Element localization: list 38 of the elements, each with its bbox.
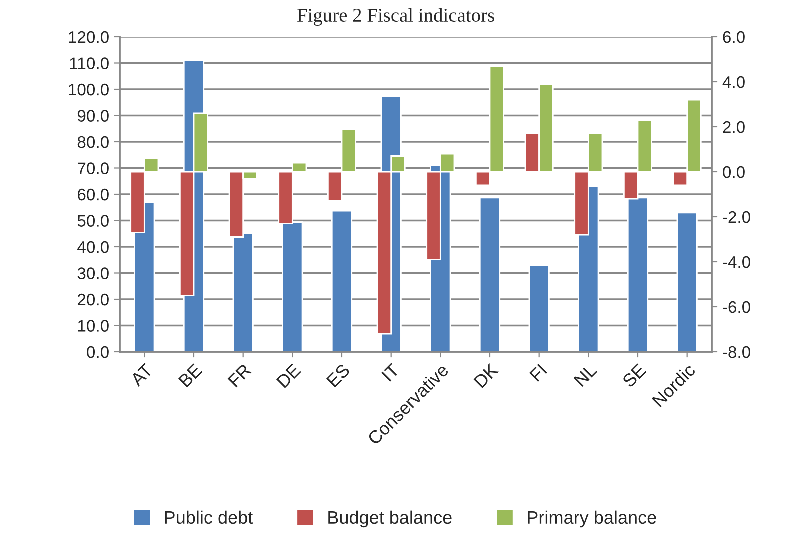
y2-tick-label: 2.0 [723,121,745,134]
x-tick-label: FR [228,363,252,388]
y-tick-label: 0.0 [87,346,109,358]
legend-label: Primary balance [528,510,656,528]
y-tick-label: 10.0 [78,320,109,332]
x-tick-label: ES [326,363,351,388]
y-tick-label: 40.0 [78,241,109,254]
y-tick-label: 120.0 [69,31,109,44]
y2-tick-label: -8.0 [723,346,750,358]
y2-tick-label: 0.0 [723,166,745,178]
x-tick-label: NL [574,363,598,387]
y-tick-label: 100.0 [69,84,109,96]
y2-tick-label: -2.0 [723,211,750,224]
x-tick-label: SE [622,363,647,388]
bar [528,264,550,352]
legend-label: Budget balance [328,510,452,528]
y-tick-label: 50.0 [78,215,109,227]
y2-tick-label: -4.0 [723,256,750,268]
y2-tick-label: -6.0 [723,301,750,314]
x-tick-label: AT [130,363,154,388]
x-tick-label: DE [276,363,302,388]
bar [676,212,698,352]
y2-tick-label: 4.0 [722,76,745,88]
legend-label: Public debt [165,510,253,524]
y-tick-label: 80.0 [78,136,109,148]
y-tick-label: 30.0 [78,268,109,280]
bar [479,197,501,352]
y-tick-label: 70.0 [78,162,109,174]
y-tick-label: 20.0 [78,294,109,306]
y2-tick-label: 6.0 [723,31,745,44]
x-tick-label: FI [530,364,548,382]
x-tick-label: DK [474,363,500,388]
x-tick-label: BE [178,363,203,388]
y-tick-label: 110.0 [70,58,109,70]
bar [331,210,353,352]
chart-title: Figure 2 Fiscal indicators [297,8,494,26]
y-tick-label: 90.0 [78,110,109,122]
y-tick-label: 60.0 [78,188,109,201]
